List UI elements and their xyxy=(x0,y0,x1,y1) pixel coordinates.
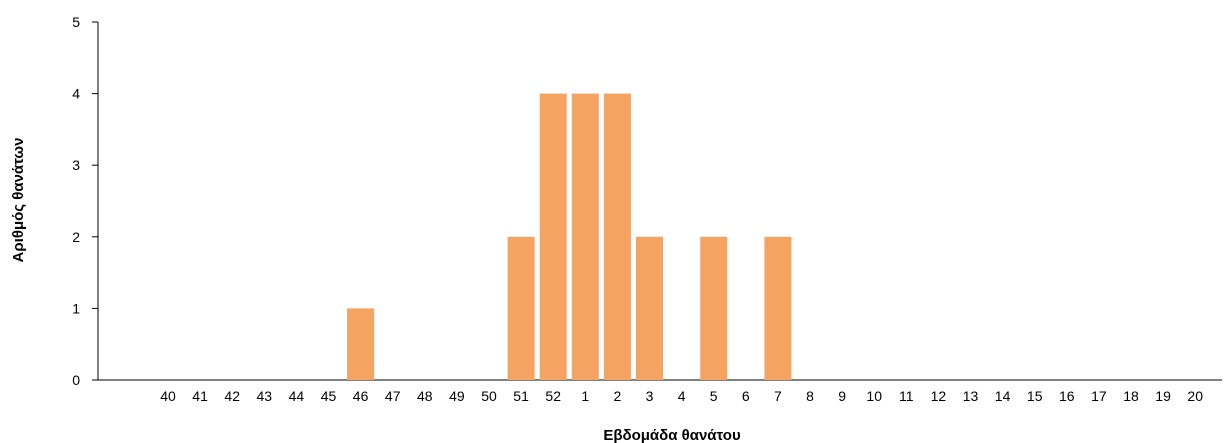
y-tick-label: 4 xyxy=(72,86,80,102)
y-tick-label: 1 xyxy=(72,300,80,316)
x-tick-label: 49 xyxy=(449,388,465,404)
y-tick-label: 2 xyxy=(72,229,80,245)
y-tick-label: 5 xyxy=(72,14,80,30)
y-tick-label: 0 xyxy=(72,372,80,388)
x-tick-label: 10 xyxy=(866,388,882,404)
x-tick-label: 41 xyxy=(192,388,208,404)
x-tick-label: 42 xyxy=(224,388,240,404)
x-tick-label: 6 xyxy=(742,388,750,404)
x-tick-label: 17 xyxy=(1091,388,1107,404)
x-tick-label: 15 xyxy=(1027,388,1043,404)
bar-week-1 xyxy=(571,93,599,380)
y-axis-title: Αριθμός θανάτων xyxy=(10,138,27,263)
x-tick-label: 7 xyxy=(774,388,782,404)
x-tick-label: 45 xyxy=(321,388,337,404)
x-tick-label: 3 xyxy=(646,388,654,404)
x-tick-label: 4 xyxy=(678,388,686,404)
x-tick-label: 1 xyxy=(581,388,589,404)
x-tick-label: 8 xyxy=(806,388,814,404)
x-tick-label: 13 xyxy=(963,388,979,404)
bar-week-46 xyxy=(347,308,375,380)
x-tick-label: 5 xyxy=(710,388,718,404)
x-tick-label: 48 xyxy=(417,388,433,404)
x-tick-label: 18 xyxy=(1123,388,1139,404)
x-tick-label: 14 xyxy=(995,388,1011,404)
bar-week-51 xyxy=(507,236,535,380)
x-tick-label: 44 xyxy=(289,388,305,404)
x-tick-label: 11 xyxy=(899,388,914,404)
bar-week-5 xyxy=(700,236,728,380)
y-tick-label: 3 xyxy=(72,157,80,173)
x-tick-label: 16 xyxy=(1059,388,1075,404)
x-tick-label: 2 xyxy=(614,388,622,404)
bar-week-2 xyxy=(603,93,631,380)
x-axis: 40 41 42 43 44 45 46 47 48 49 50 51 52 1 2 3 4 5 6 7 8 9 10 11 1… xyxy=(98,379,1222,404)
bar-week-3 xyxy=(636,236,663,380)
x-tick-label: 12 xyxy=(931,388,947,404)
x-tick-label: 40 xyxy=(160,388,176,404)
x-tick-label: 52 xyxy=(545,388,561,404)
x-tick-label: 50 xyxy=(481,388,497,404)
x-tick-label: 43 xyxy=(257,388,273,404)
x-axis-title: Εβδομάδα θανάτου xyxy=(603,427,741,443)
x-tick-label: 46 xyxy=(353,388,369,404)
y-axis: 0 1 2 3 4 5 xyxy=(72,14,99,388)
bars xyxy=(347,93,792,380)
x-tick-label: 9 xyxy=(838,388,846,404)
x-tick-label: 51 xyxy=(513,388,529,404)
x-tick-label: 19 xyxy=(1155,388,1171,404)
bar-week-52 xyxy=(539,93,567,380)
x-tick-label: 47 xyxy=(385,388,401,404)
bar-week-7 xyxy=(764,236,792,380)
x-tick-label: 20 xyxy=(1187,388,1203,404)
